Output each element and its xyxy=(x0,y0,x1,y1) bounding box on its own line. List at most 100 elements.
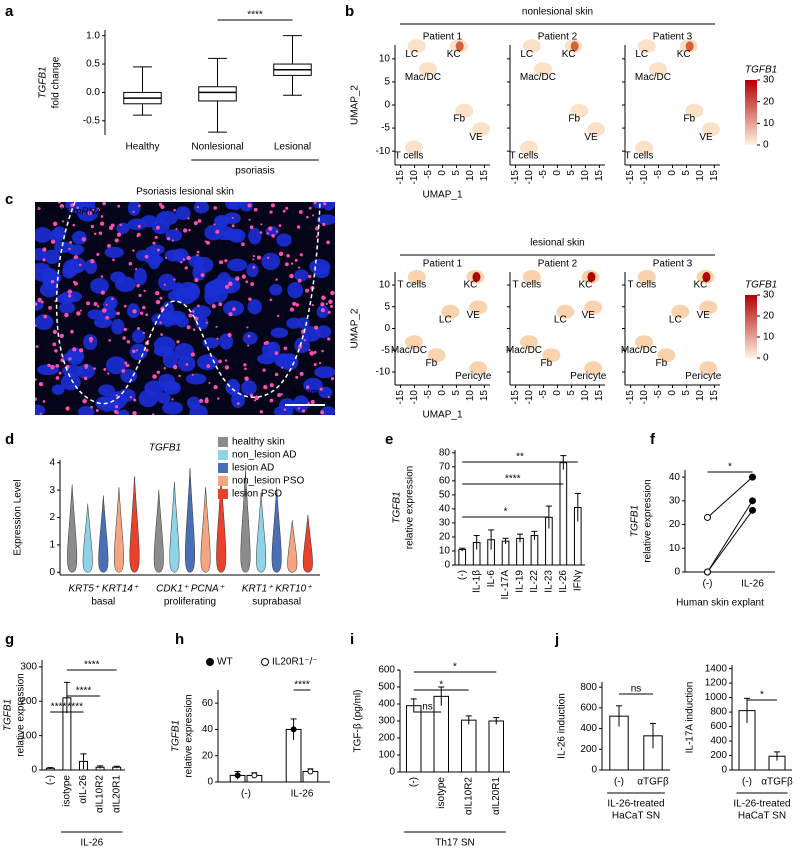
mean-dot xyxy=(251,772,258,779)
mrna-dot xyxy=(79,348,84,353)
mrna-dot xyxy=(157,248,160,252)
mrna-dot xyxy=(129,395,133,399)
mrna-dot xyxy=(97,305,100,308)
nucleus xyxy=(35,268,52,282)
mrna-dot xyxy=(52,221,58,226)
cluster-label: Fb xyxy=(425,358,437,369)
mrna-dot xyxy=(42,400,46,403)
nucleus xyxy=(175,206,191,221)
mrna-dot xyxy=(107,372,110,375)
y-tick-label: 200 xyxy=(378,733,395,744)
mrna-dot xyxy=(76,206,80,209)
mrna-dot xyxy=(69,241,72,244)
cell-cluster xyxy=(522,270,541,285)
nucleus xyxy=(214,226,236,241)
cluster-label: T cells xyxy=(397,280,426,291)
mrna-dot xyxy=(270,203,275,208)
cell-cluster xyxy=(407,39,426,54)
mrna-dot xyxy=(330,377,334,381)
mrna-dot xyxy=(136,284,140,288)
colorbar-tick-label: 30 xyxy=(763,290,775,301)
mrna-dot xyxy=(35,378,37,381)
mrna-dot xyxy=(192,328,196,331)
bar xyxy=(461,719,477,773)
y-tick-label: 200 xyxy=(580,744,597,755)
cluster-label: Fb xyxy=(568,113,580,124)
x-tick-label: KRT1⁺ KRT10⁺ xyxy=(242,584,312,595)
y-axis-label: TGFB1 xyxy=(38,66,49,98)
x-tick-label: (-) xyxy=(241,789,251,800)
violin xyxy=(169,481,180,573)
y-tick-label: 0 xyxy=(389,767,395,778)
x-tick-label: -10 xyxy=(524,170,535,185)
mrna-dot xyxy=(37,206,41,210)
mrna-dot xyxy=(314,325,319,330)
mrna-dot xyxy=(315,235,318,238)
nucleus xyxy=(157,392,171,404)
nucleus xyxy=(93,316,113,328)
significance-label: * xyxy=(504,507,508,518)
cluster-label: Fb xyxy=(683,113,695,124)
mrna-dot xyxy=(308,206,312,210)
panel-letter: h xyxy=(175,631,184,648)
mrna-dot xyxy=(136,349,139,352)
y-tick-label: 1.0 xyxy=(86,30,100,41)
x-tick-label: 0 xyxy=(437,390,448,396)
mrna-dot xyxy=(320,410,325,415)
mrna-dot xyxy=(236,402,240,406)
mrna-dot xyxy=(256,255,262,260)
x-tick-label: -5 xyxy=(538,390,549,399)
y-tick-label: 40 xyxy=(439,504,451,515)
x-tick-label: -10 xyxy=(639,170,650,185)
y-tick-label: 40 xyxy=(669,472,681,483)
x-tick-label: 10 xyxy=(465,390,476,402)
mrna-dot xyxy=(244,367,247,371)
mrna-dot xyxy=(54,349,58,353)
cluster-label: KC xyxy=(677,49,691,60)
mrna-dot xyxy=(68,357,72,361)
mrna-dot xyxy=(52,329,58,335)
y-tick-label: 60 xyxy=(202,698,214,709)
y-tick-label: 1000 xyxy=(705,692,728,703)
cluster-label: Mac/DC xyxy=(391,345,427,356)
mrna-dot xyxy=(275,278,278,281)
mrna-dot xyxy=(310,399,315,405)
cell-cluster xyxy=(699,361,718,376)
x-tick-label: isotype xyxy=(62,775,73,807)
x-tick-label: 5 xyxy=(451,390,462,396)
mrna-dot xyxy=(175,228,178,231)
mrna-dot xyxy=(97,207,101,211)
panel-letter: e xyxy=(385,431,393,448)
pair-point xyxy=(749,473,756,481)
pair-point xyxy=(704,568,711,576)
mrna-dot xyxy=(132,249,135,252)
y-tick-label: 20 xyxy=(439,532,451,543)
nucleus xyxy=(303,377,323,393)
nucleus xyxy=(59,301,76,314)
y-axis-label: Expression Level xyxy=(13,479,24,555)
y-axis-label: TGFB1 xyxy=(3,699,14,731)
mrna-dot xyxy=(42,258,46,262)
violin xyxy=(185,468,195,573)
cluster-label: Mac/DC xyxy=(520,72,556,83)
violin xyxy=(113,487,124,573)
mrna-dot xyxy=(139,311,144,315)
y-tick-label: 600 xyxy=(580,703,597,714)
legend-label: WT xyxy=(217,657,233,668)
nucleus xyxy=(127,202,141,216)
cell-cluster xyxy=(634,335,653,350)
mrna-dot xyxy=(269,210,273,214)
mrna-dot xyxy=(84,364,89,369)
nucleus xyxy=(105,356,127,375)
cell-cluster xyxy=(702,122,721,137)
mrna-dot xyxy=(269,398,274,403)
x-tick-label: αIL10R2 xyxy=(95,775,106,813)
cluster-label: VE xyxy=(582,310,596,321)
nucleus xyxy=(247,299,262,315)
cluster-label: LC xyxy=(439,314,452,325)
mrna-dot xyxy=(50,280,55,284)
mrna-dot xyxy=(164,256,168,259)
mrna-dot xyxy=(152,241,156,245)
mrna-dot xyxy=(114,410,118,414)
cell-cluster xyxy=(404,140,423,155)
